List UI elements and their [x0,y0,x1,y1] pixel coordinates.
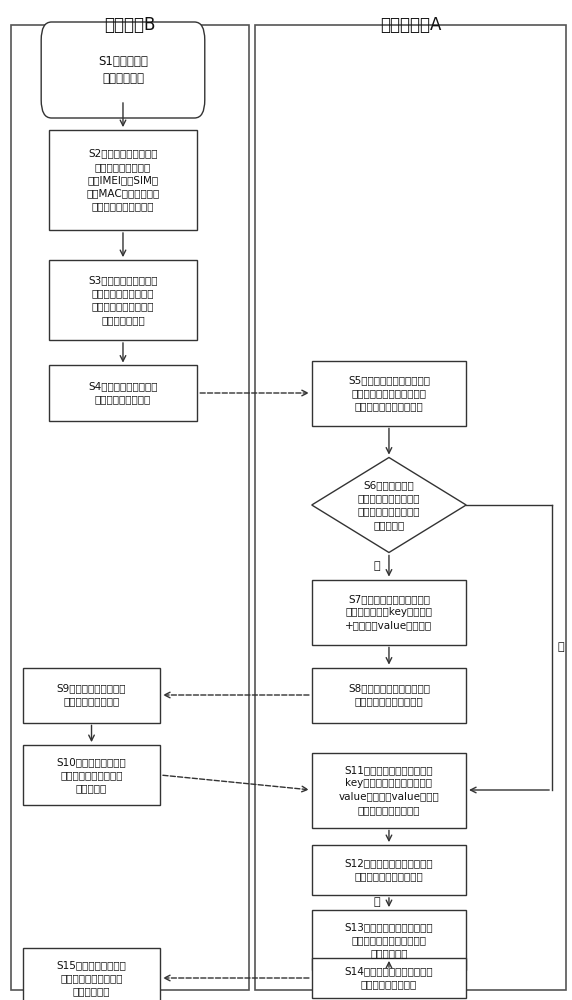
Text: S9：提示用户输入接收
到的短信内的验证码: S9：提示用户输入接收 到的短信内的验证码 [57,683,126,707]
Text: S2：调用系统接口读取
移动终端的相关信息
（如IMEI号、SIM卡
号、MAC地址等）并进
行预处理以获得标识码: S2：调用系统接口读取 移动终端的相关信息 （如IMEI号、SIM卡 号、MAC… [86,149,160,211]
Text: S10：将移动号码和用
户输入的验证码发送至
云端服务器: S10：将移动号码和用 户输入的验证码发送至 云端服务器 [57,757,126,793]
FancyBboxPatch shape [312,668,466,722]
Text: 移动终端B: 移动终端B [105,16,156,34]
Text: S5：验证移动号码和标识码
的格式的有效性，若无效则
返回错误信息，否则继续: S5：验证移动号码和标识码 的格式的有效性，若无效则 返回错误信息，否则继续 [348,375,430,411]
Text: S15：完成登录会话信
息相关处理后进入登录
后的用户界面: S15：完成登录会话信 息相关处理后进入登录 后的用户界面 [57,960,126,996]
FancyBboxPatch shape [312,845,466,895]
FancyBboxPatch shape [255,25,566,990]
FancyBboxPatch shape [312,752,466,828]
Text: S13：生成以移动号码为用户
名，以标识码为辅助验证信
息的账号信息: S13：生成以移动号码为用户 名，以标识码为辅助验证信 息的账号信息 [345,922,433,958]
FancyBboxPatch shape [49,260,197,340]
Text: S12：判断接收到的验证码与
缓存中的验证码是否相同: S12：判断接收到的验证码与 缓存中的验证码是否相同 [345,858,433,882]
Text: S7：随机生成验证码，并缓
存以移动号码为key，验证码
+标识码为value的键值对: S7：随机生成验证码，并缓 存以移动号码为key，验证码 +标识码为value的… [345,594,432,630]
FancyBboxPatch shape [23,948,160,1000]
FancyBboxPatch shape [312,958,466,998]
Text: S4：将移动号码和标识
码发送至云端服务器: S4：将移动号码和标识 码发送至云端服务器 [88,381,158,405]
FancyBboxPatch shape [23,745,160,805]
Text: S14：将账号信息自动登录，
并返回登录会话信息: S14：将账号信息自动登录， 并返回登录会话信息 [345,966,433,990]
Text: S6：是否存在以
移动号码为用户名和以
标识码为辅助验证信息
的账号信息: S6：是否存在以 移动号码为用户名和以 标识码为辅助验证信息 的账号信息 [358,480,420,530]
Text: S1：用户点击
快捷登陆按钮: S1：用户点击 快捷登陆按钮 [98,55,148,85]
Polygon shape [312,458,466,552]
Text: 是: 是 [558,643,565,652]
FancyBboxPatch shape [49,365,197,420]
FancyBboxPatch shape [312,910,466,970]
FancyBboxPatch shape [312,360,466,426]
FancyBboxPatch shape [312,579,466,644]
FancyBboxPatch shape [41,22,205,118]
Text: S11：以接收到的移动号码为
key从缓存中读取与之对应的
value，并从值value中得到
对应的验证码和标识码: S11：以接收到的移动号码为 key从缓存中读取与之对应的 value，并从值v… [339,765,439,815]
Text: 云端服务器A: 云端服务器A [380,16,441,34]
Text: 是: 是 [374,898,380,908]
Text: S8：通过短信网关向移动号
码下发短信，内含验证码: S8：通过短信网关向移动号 码下发短信，内含验证码 [348,683,430,707]
FancyBboxPatch shape [11,25,249,990]
FancyBboxPatch shape [49,130,197,230]
FancyBboxPatch shape [23,668,160,722]
Text: 否: 否 [374,561,380,571]
Text: S3：调用系统接口读取
移动终端的移动号码，
若读取不到，则提示用
户输入移动号码: S3：调用系统接口读取 移动终端的移动号码， 若读取不到，则提示用 户输入移动号… [88,275,158,325]
